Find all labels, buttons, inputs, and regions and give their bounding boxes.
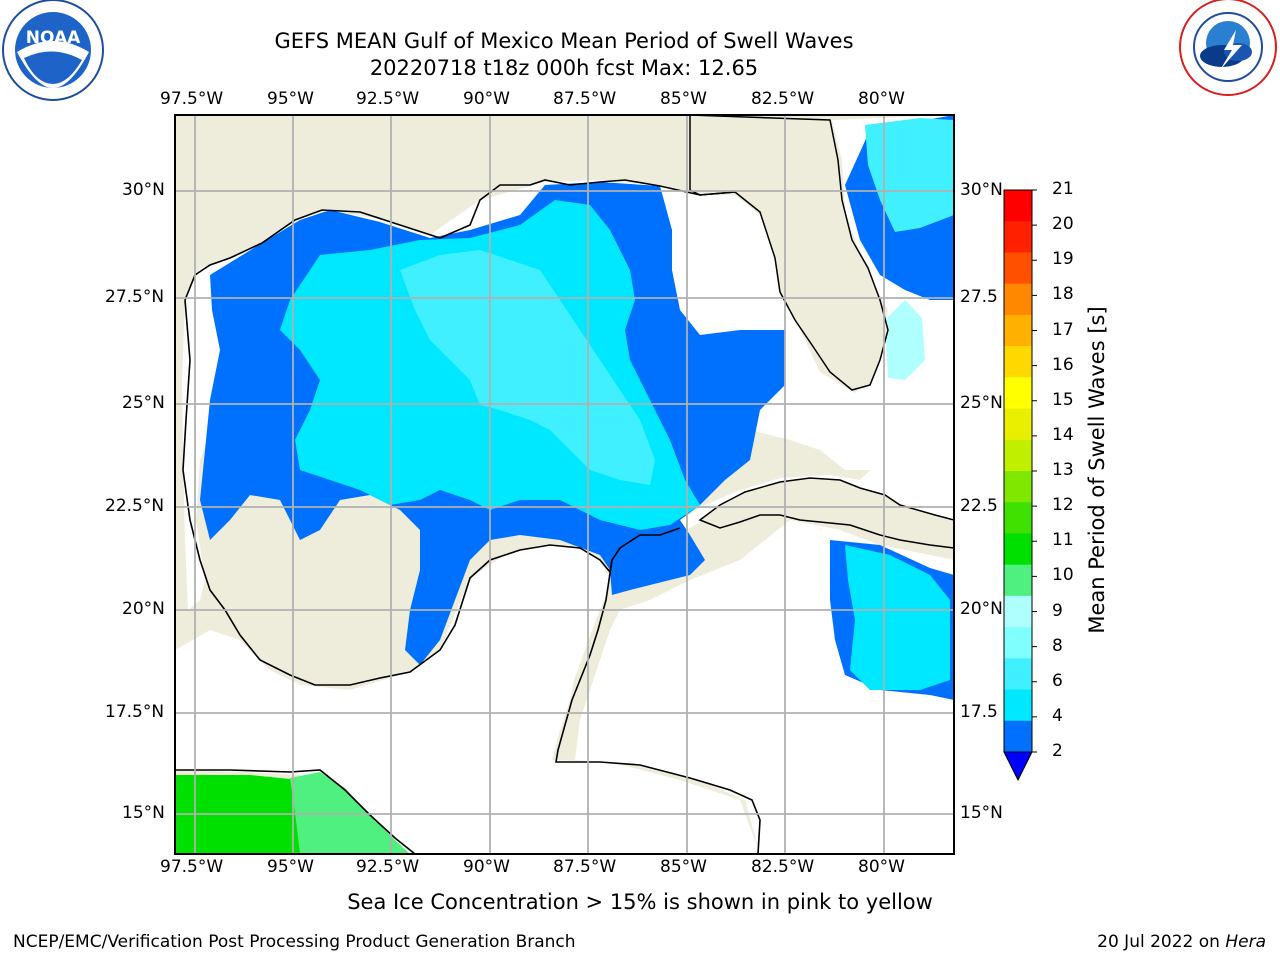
colorbar-segment <box>1004 283 1032 316</box>
colorbar-segment <box>1004 346 1032 378</box>
lon-label-bottom: 92.5°W <box>356 857 420 877</box>
lon-label-bottom: 82.5°W <box>751 857 815 877</box>
lat-label-left: 27.5°N <box>105 287 165 307</box>
lat-label-right: 20°N <box>960 599 1003 619</box>
sea-ice-caption: Sea Ice Concentration > 15% is shown in … <box>347 890 933 914</box>
lon-label-bottom: 80°W <box>858 857 905 877</box>
swell-4-6s-caribbean <box>845 545 950 690</box>
colorbar-tick-label: 17 <box>1052 319 1074 340</box>
swell-6-8s <box>400 250 655 485</box>
colorbar <box>1003 189 1037 782</box>
lat-label-right: 30°N <box>960 180 1003 200</box>
colorbar-tick-label: 10 <box>1052 565 1074 586</box>
colorbar-tick-label: 12 <box>1052 495 1074 516</box>
colorbar-segment <box>1004 533 1032 566</box>
map-title: GEFS MEAN Gulf of Mexico Mean Period of … <box>274 29 854 53</box>
graticule <box>175 115 954 854</box>
colorbar-tick-label: 14 <box>1052 424 1074 445</box>
colorbar-segment <box>1004 408 1032 441</box>
lon-label-bottom: 87.5°W <box>553 857 617 877</box>
lat-label-right: 15°N <box>960 803 1003 823</box>
lat-label-left: 25°N <box>122 393 165 413</box>
colorbar-tick-label: 2 <box>1052 741 1063 761</box>
lon-label-bottom: 85°W <box>660 857 707 877</box>
lon-label-top: 95°W <box>267 89 314 109</box>
lon-label-top: 82.5°W <box>751 89 815 109</box>
colorbar-segment <box>1004 595 1032 628</box>
colorbar-segment <box>1004 190 1032 222</box>
lat-label-right: 25°N <box>960 393 1003 413</box>
lat-label-left: 22.5°N <box>105 496 165 516</box>
colorbar-segment <box>1004 439 1032 472</box>
swell-8-9s <box>885 300 925 380</box>
map-frame <box>174 114 955 855</box>
lon-label-bottom: 95°W <box>267 857 314 877</box>
footer-date: 20 Jul 2022 on Hera <box>1097 932 1266 952</box>
colorbar-segment <box>1004 314 1032 347</box>
colorbar-tick-label: 9 <box>1052 600 1063 621</box>
lat-label-left: 15°N <box>122 803 165 823</box>
florida-land <box>689 115 889 391</box>
colorbar-tick-label: 15 <box>1052 389 1074 410</box>
colorbar-tick-label: 8 <box>1052 635 1063 656</box>
lat-label-right: 27.5 <box>960 287 998 307</box>
lat-label-right: 17.5 <box>960 702 998 722</box>
colorbar-tick-label: 13 <box>1052 460 1074 480</box>
colorbar-segment <box>1004 627 1032 659</box>
lon-label-top: 92.5°W <box>356 89 420 109</box>
lon-label-bottom: 97.5°W <box>160 857 224 877</box>
lat-label-left: 17.5°N <box>105 702 165 722</box>
colorbar-segment <box>1004 720 1032 753</box>
lat-label-left: 20°N <box>122 599 165 619</box>
lon-label-top: 97.5°W <box>160 89 224 109</box>
colorbar-tick-label: 19 <box>1052 249 1074 270</box>
colorbar-tick-label: 21 <box>1052 179 1074 199</box>
colorbar-segment <box>1004 689 1032 722</box>
colorbar-extend-triangle <box>1003 751 1033 782</box>
us-gulf-coastline <box>184 179 736 301</box>
cuba-land <box>698 477 954 549</box>
footer-branch: NCEP/EMC/Verification Post Processing Pr… <box>13 932 576 952</box>
lat-label-right: 22.5 <box>960 496 998 516</box>
lon-label-bottom: 90°W <box>463 857 510 877</box>
footer-date-text: 20 Jul 2022 on <box>1097 932 1226 952</box>
colorbar-tick-label: 20 <box>1052 214 1074 235</box>
map-subtitle: 20220718 t18z 000h fcst Max: 12.65 <box>369 56 759 80</box>
colorbar-tick-label: 6 <box>1052 670 1063 691</box>
colorbar-segment <box>1004 252 1032 285</box>
nws-logo <box>1179 0 1277 96</box>
colorbar-segment <box>1004 471 1032 503</box>
lon-label-top: 87.5°W <box>553 89 617 109</box>
colorbar-segment <box>1004 221 1032 253</box>
colorbar-segment <box>1004 377 1032 410</box>
lon-label-top: 85°W <box>660 89 707 109</box>
colorbar-tick-label: 18 <box>1052 284 1074 305</box>
noaa-logo: NOAA <box>2 0 104 101</box>
swell-4-6s-atlantic <box>865 118 954 232</box>
footer-host: Hera <box>1225 932 1266 952</box>
colorbar-segment <box>1004 658 1032 691</box>
yucatan-coastline <box>555 559 761 854</box>
lon-label-top: 90°W <box>463 89 510 109</box>
colorbar-segment <box>1004 502 1032 534</box>
noaa-logo-text: NOAA <box>26 28 81 48</box>
colorbar-label: Mean Period of Swell Waves [s] <box>1085 306 1109 634</box>
colorbar-tick-label: 16 <box>1052 354 1074 375</box>
swell-9-10s <box>290 772 410 854</box>
colorbar-tick-label: 4 <box>1052 705 1063 726</box>
lat-label-left: 30°N <box>122 180 165 200</box>
colorbar-tick-label: 11 <box>1052 530 1074 551</box>
lon-label-top: 80°W <box>858 89 905 109</box>
colorbar-segment <box>1004 564 1032 597</box>
